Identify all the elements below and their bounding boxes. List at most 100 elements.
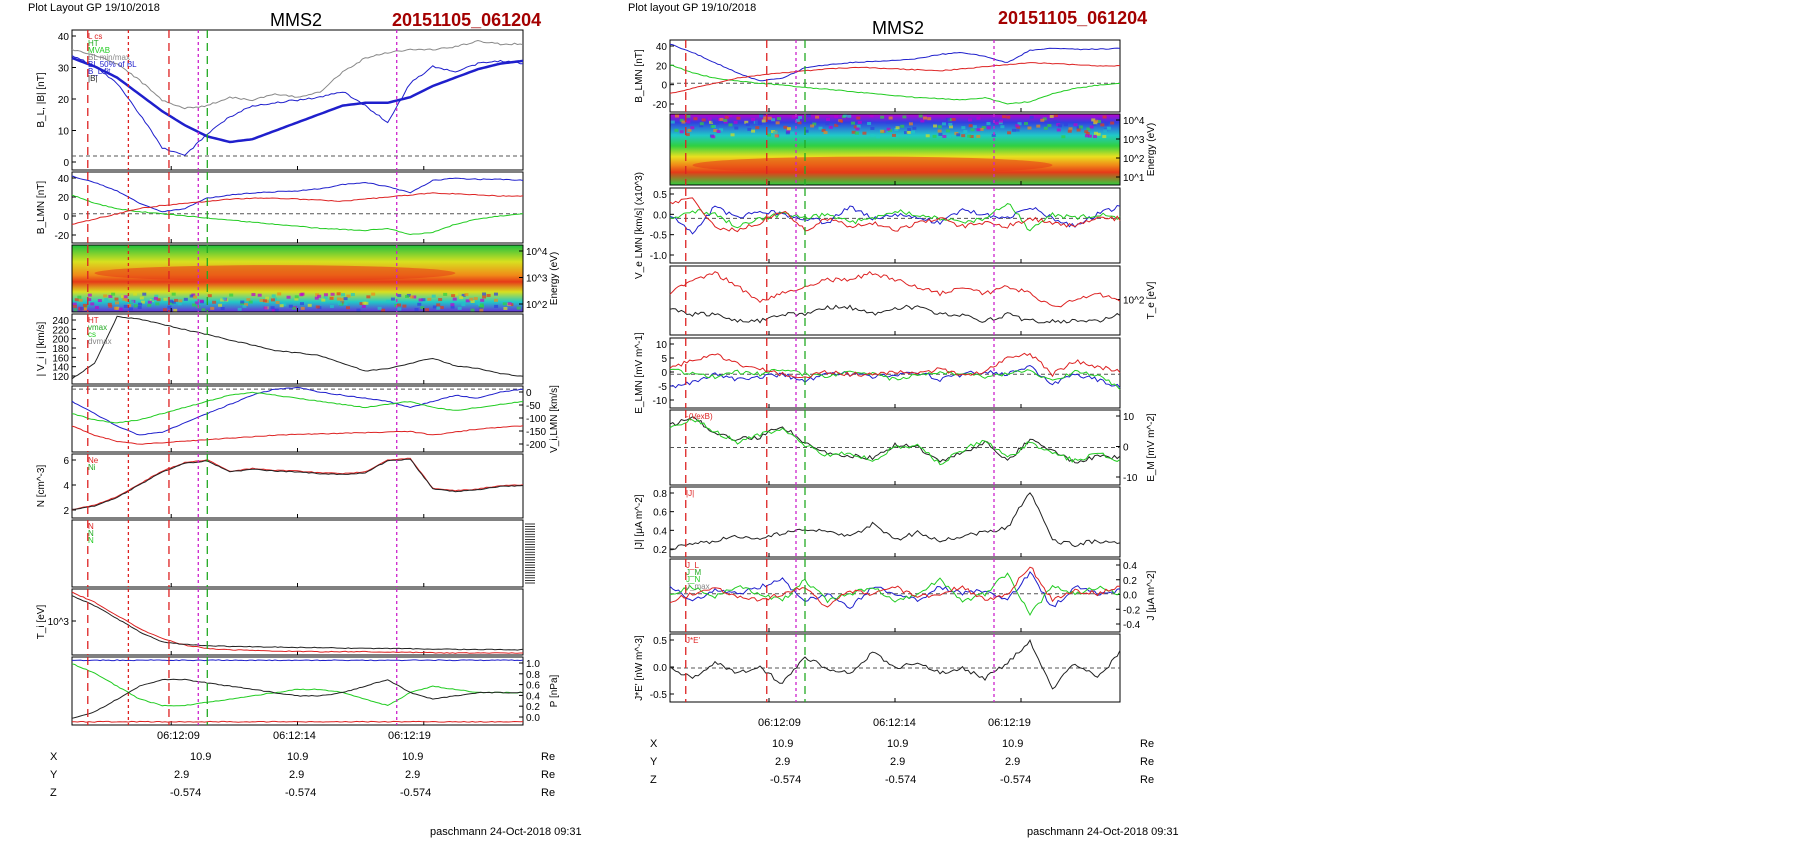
spectrogram-noise <box>87 298 92 302</box>
legend-entry: dvmax <box>88 337 112 346</box>
spectrogram-noise <box>777 117 782 121</box>
spectrogram-noise <box>103 294 108 298</box>
spectrogram-noise <box>1047 124 1052 128</box>
right-layout-label: Plot layout GP 19/10/2018 <box>628 2 757 14</box>
spectrogram-noise <box>364 301 369 305</box>
spectrogram-noise <box>810 124 815 128</box>
spectrogram-noise <box>699 122 704 126</box>
spectrogram-noise <box>274 308 279 312</box>
spectrogram-noise <box>894 127 899 131</box>
spectrogram-noise <box>744 120 749 124</box>
spectrogram-noise <box>1043 126 1048 130</box>
spectrogram-noise <box>218 303 223 307</box>
left-event-id: 20151105_061204 <box>392 10 542 30</box>
series-line-v-n <box>71 425 524 445</box>
panel-frame <box>669 558 1121 633</box>
y-axis-label: J*E' [nW m^-3] <box>634 635 645 701</box>
spectrogram-noise <box>847 114 852 118</box>
spectrogram-noise <box>414 307 419 311</box>
spectrogram-noise <box>888 116 893 120</box>
spectrogram-noise <box>461 293 466 297</box>
spectrogram-noise <box>851 121 856 125</box>
left-pos-value: -0.574 <box>285 787 317 799</box>
spectrogram-noise <box>687 128 692 132</box>
spectrogram-noise <box>167 305 172 309</box>
panel-frame <box>71 588 524 656</box>
spectrogram-noise <box>856 116 861 120</box>
spectrogram-noise <box>461 303 466 307</box>
spectrogram-noise <box>420 306 425 310</box>
y-tick-label: 0 <box>1123 443 1129 454</box>
spectrogram-noise <box>142 292 147 296</box>
legend-entry: cs <box>88 330 96 339</box>
y-tick-label: 4 <box>63 481 69 492</box>
series-line-v-m <box>71 391 524 424</box>
spectrogram-noise <box>151 298 156 302</box>
spectrogram-noise <box>728 123 733 127</box>
y-tick-label: 0.4 <box>526 691 540 702</box>
spectrogram-noise <box>486 293 491 297</box>
right-pos-value: 2.9 <box>890 756 906 768</box>
spectrogram-noise <box>270 306 275 310</box>
spectrogram-noise <box>371 292 376 296</box>
spectrogram-noise <box>277 292 282 296</box>
spectrogram-noise <box>999 119 1004 123</box>
y-tick-label: 10^4 <box>1123 116 1145 127</box>
y-tick-label: 200 <box>52 335 69 346</box>
spectrogram-noise <box>759 114 764 118</box>
spectrogram-noise <box>350 293 355 297</box>
spectrogram-noise <box>1076 126 1081 130</box>
spectrogram-noise <box>343 302 348 306</box>
spectrogram-noise <box>345 306 350 310</box>
spectrogram-noise <box>470 308 475 312</box>
spectrogram-noise <box>133 292 138 296</box>
spectrogram-noise <box>412 295 417 299</box>
spectrogram-noise <box>1093 131 1098 135</box>
spectrogram-noise <box>78 298 83 302</box>
series-line-t-par <box>669 270 1121 308</box>
spectrogram-noise <box>1061 135 1066 139</box>
spectrogram-noise <box>390 297 395 301</box>
spectrogram-noise <box>346 294 351 298</box>
spectrogram-noise <box>183 297 188 301</box>
spectrogram-noise <box>361 305 366 309</box>
spectrogram-noise <box>111 292 116 296</box>
y-tick-label: 220 <box>52 325 69 336</box>
legend-entry: N <box>88 536 94 545</box>
right-pos-unit: Re <box>1140 738 1155 750</box>
spectrogram-noise <box>97 299 102 303</box>
spectrogram-noise <box>108 294 113 298</box>
spectrogram-noise <box>299 293 304 297</box>
spectrogram-noise <box>1076 128 1081 132</box>
panel-r3: 0.5 0.0 -0.5 -1.0 V_e LMN [km/s] (x10^3) <box>634 172 1121 279</box>
y-axis-label: | V_i | [km/s] <box>36 321 47 376</box>
left-pos-unit: Re <box>541 769 556 781</box>
spectrogram-noise <box>329 296 334 300</box>
spectrogram-noise <box>1011 128 1016 132</box>
spectrogram-noise <box>240 300 245 304</box>
spectrogram-noise <box>986 122 991 126</box>
spectrogram-noise <box>834 123 839 127</box>
series-line-t-perp <box>669 304 1121 324</box>
y-tick-label: 0.8 <box>653 489 667 500</box>
spectrogram-noise <box>397 294 402 298</box>
spectrogram-noise <box>854 131 859 135</box>
spectrogram-core <box>94 265 456 282</box>
series-line-b-l <box>669 43 1121 82</box>
spectrogram-noise <box>473 297 478 301</box>
spectrogram-noise <box>452 297 457 301</box>
y-tick-label: 120 <box>52 372 69 383</box>
spectrogram-noise <box>945 129 950 133</box>
spectrogram-noise <box>775 121 780 125</box>
spectrogram-noise <box>785 131 790 135</box>
spectrogram-noise <box>87 293 92 297</box>
y-tick-label: 0.6 <box>526 681 540 692</box>
series-line-j-l <box>669 570 1121 609</box>
spectrogram-noise <box>438 298 443 302</box>
y-tick-label: 180 <box>52 344 69 355</box>
spectrogram-noise <box>1073 123 1078 127</box>
spectrogram-noise <box>1106 126 1111 130</box>
spectrogram-noise <box>979 127 984 131</box>
y-tick-label: 10^1 <box>1123 173 1145 184</box>
spectrogram-noise <box>129 300 134 304</box>
